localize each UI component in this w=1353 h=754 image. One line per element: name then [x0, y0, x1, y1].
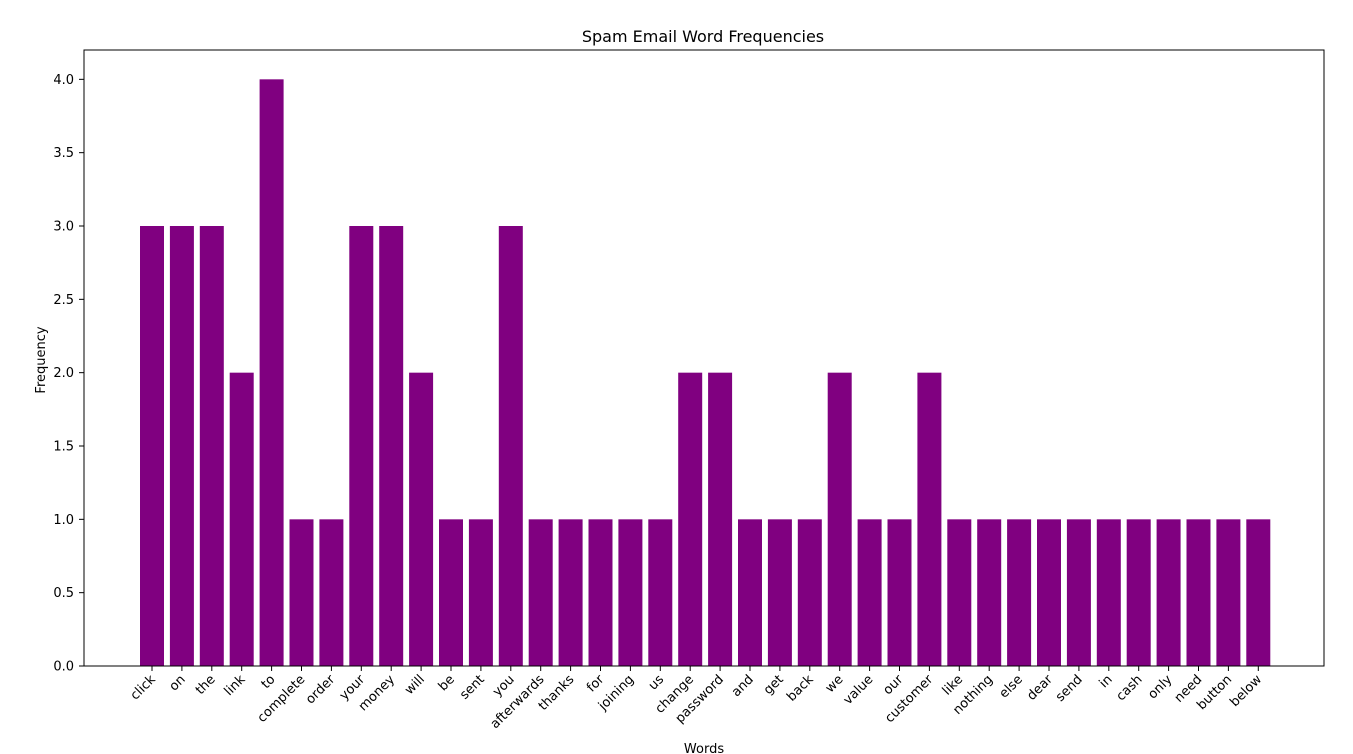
bar-password	[708, 372, 733, 666]
bar-below	[1246, 519, 1271, 666]
bar-else	[1007, 519, 1032, 666]
bar-like	[947, 519, 972, 666]
bar-cash	[1126, 519, 1151, 666]
bar-on	[169, 226, 194, 666]
bar-for	[588, 519, 613, 666]
bar-joining	[618, 519, 643, 666]
bar-to	[259, 79, 284, 667]
bar-link	[229, 372, 254, 666]
y-axis-title: Frequency	[34, 326, 49, 393]
bar-order	[319, 519, 344, 666]
bar-in	[1096, 519, 1121, 666]
bar-afterwards	[528, 519, 553, 666]
bar-we	[827, 372, 852, 666]
bar-send	[1066, 519, 1091, 666]
bar-need	[1186, 519, 1211, 666]
y-tick-label-1.0: 1.0	[53, 513, 74, 528]
bar-button	[1216, 519, 1241, 666]
bar-complete	[289, 519, 314, 666]
bar-be	[439, 519, 463, 666]
bar-dear	[1037, 519, 1061, 666]
bar-money	[379, 226, 404, 666]
y-tick-label-2.5: 2.5	[53, 293, 74, 308]
y-tick-label-2.0: 2.0	[53, 366, 74, 381]
y-axis: 0.0 0.5 1.0 1.5 2.0 2.5 3.0 3.5 4.0	[53, 73, 84, 675]
bar-will	[409, 372, 434, 666]
bar-change	[678, 372, 703, 666]
y-tick-label-0.0: 0.0	[53, 660, 74, 675]
bar-click	[140, 226, 164, 666]
bar-nothing	[977, 519, 1002, 666]
plot-frame	[83, 49, 1325, 667]
bar-and	[738, 519, 762, 666]
bar-us	[648, 519, 673, 666]
x-axis-title: Words	[684, 742, 724, 754]
y-tick-label-4.0: 4.0	[53, 73, 74, 88]
bar-customer	[917, 372, 942, 666]
bar-our	[887, 519, 912, 666]
y-tick-label-3.5: 3.5	[53, 146, 74, 161]
bar-your	[349, 226, 374, 666]
bar-sent	[468, 519, 493, 666]
bar-value	[857, 519, 882, 666]
y-tick-label-1.5: 1.5	[53, 440, 74, 455]
bar-only	[1156, 519, 1181, 666]
bar-the	[199, 226, 224, 666]
y-tick-label-0.5: 0.5	[53, 586, 74, 601]
bar-get	[767, 519, 792, 666]
bar-back	[797, 519, 822, 666]
bar-thanks	[558, 519, 583, 666]
bars-group	[140, 79, 1271, 667]
chart-title: Spam Email Word Frequencies	[582, 27, 824, 46]
y-tick-label-3.0: 3.0	[53, 220, 74, 235]
bar-you	[498, 226, 523, 666]
